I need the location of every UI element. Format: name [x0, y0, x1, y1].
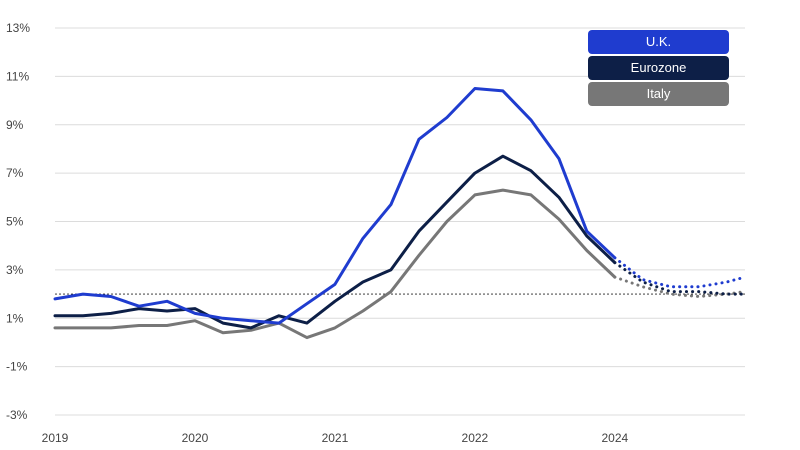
y-tick-label: 1% — [6, 311, 24, 325]
x-tick-label: 2019 — [42, 431, 69, 445]
legend-item-italy: Italy — [588, 82, 729, 106]
series-line-italy — [53, 188, 617, 340]
y-tick-label: 5% — [6, 215, 24, 229]
y-tick-label: -1% — [6, 360, 28, 374]
y-tick-label: -3% — [6, 408, 28, 422]
legend-item-eurozone: Eurozone — [588, 56, 729, 80]
series-lines — [53, 87, 747, 340]
series-forecast-italy — [613, 275, 747, 299]
series-forecast-eurozone — [613, 261, 747, 296]
y-tick-label: 3% — [6, 263, 24, 277]
series-forecast-u-k — [613, 256, 747, 289]
y-tick-label: 9% — [6, 118, 24, 132]
y-tick-label: 7% — [6, 166, 24, 180]
x-axis-ticks: 2019 2020 2021 2022 2024 — [42, 431, 629, 445]
series-line-u-k — [53, 87, 617, 325]
y-axis-ticks: 13% 11% 9% 7% 5% 3% 1% -1% -3% — [6, 21, 30, 422]
y-tick-label: 11% — [6, 69, 29, 83]
gridlines — [55, 27, 745, 416]
legend-item-uk: U.K. — [588, 30, 729, 54]
x-tick-label: 2021 — [322, 431, 349, 445]
x-tick-label: 2024 — [601, 431, 628, 445]
series-line-eurozone — [53, 154, 617, 330]
x-tick-label: 2022 — [462, 431, 489, 445]
legend: U.K. Eurozone Italy — [588, 30, 729, 108]
y-tick-label: 13% — [6, 21, 30, 35]
x-tick-label: 2020 — [182, 431, 209, 445]
